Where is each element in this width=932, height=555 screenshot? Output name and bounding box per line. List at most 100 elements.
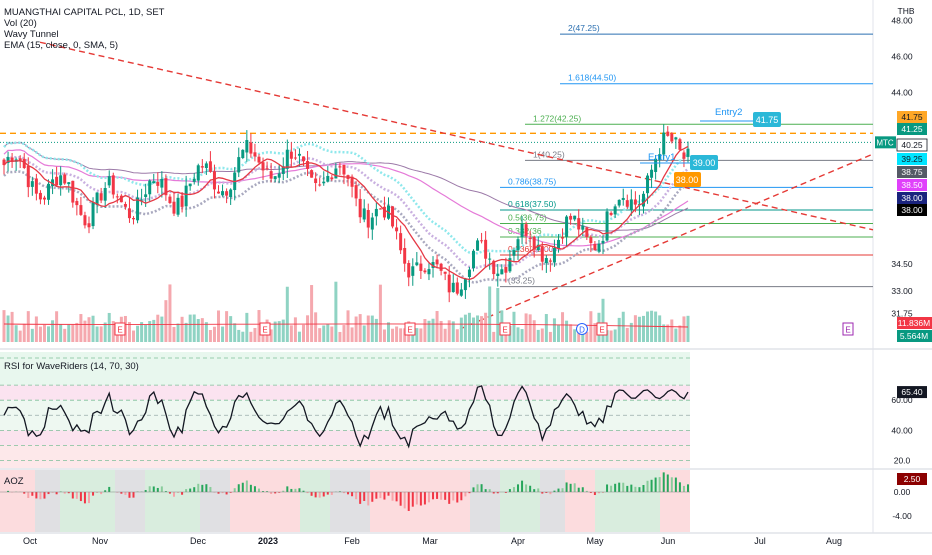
candles — [2, 124, 690, 303]
candle-body — [184, 185, 188, 207]
candle-body — [447, 274, 451, 293]
candle-body — [633, 199, 637, 205]
candle-body — [123, 203, 127, 207]
indicator-ema[interactable]: EMA (15, close, 0, SMA, 5) — [4, 40, 119, 51]
rsi-line — [3, 385, 689, 449]
volume-bar — [18, 330, 22, 342]
candle-body — [573, 215, 577, 220]
volume-bar — [322, 325, 326, 342]
volume-bar — [302, 324, 306, 342]
candle-body — [512, 250, 516, 256]
candle-body — [455, 282, 459, 294]
candle-body — [544, 258, 548, 264]
volume-bar — [144, 324, 148, 342]
candle-body — [245, 140, 249, 153]
volume-bar — [318, 328, 322, 342]
entry2-price: 41.75 — [756, 115, 779, 125]
volume-bar — [111, 321, 115, 342]
volume-bar — [2, 310, 6, 342]
volume-bar — [467, 312, 471, 342]
candle-body — [589, 237, 593, 243]
candle-body — [362, 208, 366, 220]
volume-bar — [492, 331, 496, 342]
volume-bar — [38, 326, 42, 342]
candle-body — [382, 206, 386, 218]
candle-body — [47, 183, 51, 200]
volume-bar — [476, 315, 480, 342]
volume-bar — [164, 300, 168, 342]
volume-bar — [435, 311, 439, 342]
candle-body — [378, 208, 382, 210]
time-tick-label: Dec — [190, 536, 207, 546]
volume-ma-tag-label: 5.564M — [900, 331, 928, 341]
volume-bar — [87, 317, 91, 342]
event-marker-label: D — [579, 326, 585, 335]
ema-line — [3, 145, 689, 281]
indicator-vol[interactable]: Vol (20) — [4, 18, 37, 29]
volume-bar — [484, 312, 488, 342]
candle-body — [225, 191, 229, 196]
candle-body — [395, 227, 399, 232]
rsi-line-group — [3, 385, 689, 449]
volume-bar — [6, 315, 10, 342]
candle-body — [79, 205, 83, 215]
volume-bar — [42, 324, 46, 342]
aoz-title[interactable]: AOZ — [4, 476, 24, 487]
time-tick-label: Nov — [92, 536, 109, 546]
candle-body — [488, 258, 492, 260]
volume-bar — [99, 326, 103, 342]
volume-bar — [366, 315, 370, 342]
candle-body — [366, 210, 370, 228]
candle-body — [257, 156, 261, 163]
volume-bar — [297, 331, 301, 342]
price-tick-label: 34.50 — [891, 259, 913, 269]
time-tick-label: Aug — [826, 536, 842, 546]
candle-body — [342, 164, 346, 175]
aoz-zone — [470, 470, 500, 532]
candle-body — [140, 199, 144, 201]
candle-body — [160, 178, 164, 188]
candle-body — [148, 180, 152, 195]
aoz-zone — [330, 470, 370, 532]
volume-bar — [176, 323, 180, 342]
candle-body — [188, 183, 192, 187]
time-tick-label: Apr — [511, 536, 525, 546]
candle-body — [621, 197, 625, 200]
candle-body — [565, 216, 569, 237]
candle-body — [666, 131, 670, 136]
candle-body — [302, 156, 306, 162]
candle-body — [152, 181, 156, 184]
volume-bar — [552, 318, 556, 342]
fib-label: 1.618(44.50) — [568, 73, 616, 83]
candle-body — [229, 189, 233, 198]
candle-body — [99, 193, 103, 201]
candle-body — [180, 195, 184, 207]
indicator-wavy-tunnel[interactable]: Wavy Tunnel — [4, 29, 59, 40]
candle-body — [540, 246, 544, 262]
volume-bar — [512, 311, 516, 342]
volume-bar — [471, 317, 475, 342]
symbol-title[interactable]: MUANGTHAI CAPITAL PCL, 1D, SET — [4, 7, 165, 18]
event-marker-label: E — [262, 326, 267, 335]
volume-bar — [662, 324, 666, 342]
volume-bar — [152, 319, 156, 342]
time-tick-label: 2023 — [258, 536, 278, 546]
volume-bar — [391, 328, 395, 342]
candle-body — [358, 198, 362, 218]
candle-body — [55, 176, 59, 186]
volume-bar — [237, 329, 241, 342]
candle-body — [536, 244, 540, 251]
volume-bar — [192, 314, 196, 342]
volume-bar — [633, 315, 637, 342]
candle-body — [682, 152, 686, 159]
fib-label: 0.5(36.75) — [508, 212, 547, 222]
volume-bar — [196, 319, 200, 342]
stop-price-box — [674, 172, 701, 187]
volume-bar — [423, 319, 427, 342]
volume-ma-tag — [897, 330, 932, 342]
rsi-value-tag — [897, 386, 927, 399]
candle-body — [569, 215, 573, 220]
candle-body — [200, 166, 204, 168]
rsi-title[interactable]: RSI for WaveRiders (14, 70, 30) — [4, 361, 139, 372]
